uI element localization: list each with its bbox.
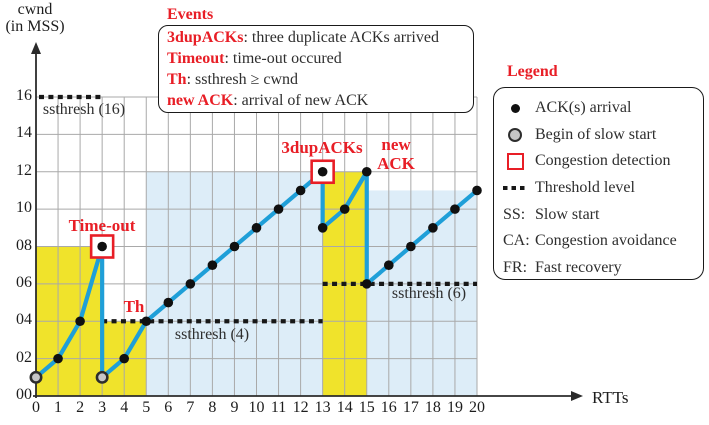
abbr-label: Slow start [535, 205, 600, 223]
ack-point [273, 204, 284, 214]
events-box-title: Events [167, 6, 214, 23]
threshold-dotted-icon [500, 185, 530, 191]
ack-point [472, 185, 482, 196]
ack-point [450, 204, 460, 214]
legend-title: Legend [507, 63, 558, 80]
legend-item-slow-start: Begin of slow start [500, 122, 703, 149]
legend-abbr-fr: FR: Fast recovery [500, 255, 703, 282]
ack-point [361, 166, 372, 177]
event-term: 3dupACKs [167, 29, 244, 46]
ack-point [229, 241, 240, 252]
event-item-new-ack: new ACK: arrival of new ACK [167, 90, 473, 111]
legend-item-label: Congestion detection [535, 152, 671, 170]
ack-point [384, 260, 394, 270]
phase-region-ca [366, 190, 477, 396]
abbr-label: Congestion avoidance [535, 232, 677, 250]
ack-point [97, 241, 107, 252]
event-term: new ACK [167, 92, 234, 109]
legend-abbr-ss: SS: Slow start [500, 201, 703, 228]
legend-item-ack-arrival: ACK(s) arrival [500, 95, 703, 122]
ack-point [163, 297, 174, 308]
legend-item-label: Threshold level [535, 179, 635, 197]
ack-point [339, 204, 350, 214]
events-box: 3dupACKs: three duplicate ACKs arrived T… [158, 25, 474, 113]
ack-point [75, 316, 85, 327]
ack-point [251, 223, 262, 233]
slow-start-point [95, 370, 109, 384]
abbr-label: Fast recovery [535, 258, 622, 276]
legend-item-label: ACK(s) arrival [535, 99, 632, 117]
legend-item-threshold-level: Threshold level [500, 175, 703, 202]
x-axis-arrow-icon [571, 391, 583, 401]
congestion-square-icon [500, 152, 530, 170]
ack-point [185, 279, 196, 289]
ack-point [207, 260, 218, 270]
event-desc: : ssthresh ≥ cwnd [186, 71, 299, 88]
ack-point [361, 279, 372, 289]
event-desc: : time-out occured [224, 50, 342, 67]
legend-box: ACK(s) arrival Begin of slow start Conge… [493, 87, 704, 280]
event-item-3dupacks: 3dupACKs: three duplicate ACKs arrived [167, 27, 473, 48]
legend-abbr-ca: CA: Congestion avoidance [500, 228, 703, 255]
abbr: FR: [503, 258, 528, 276]
ack-point [406, 241, 416, 252]
legend-item-label: Begin of slow start [535, 125, 657, 143]
ack-point [317, 223, 328, 233]
y-axis-arrow-icon [31, 42, 41, 54]
legend-item-congestion-detection: Congestion detection [500, 148, 703, 175]
ack-point [295, 185, 306, 196]
ack-point [317, 166, 328, 177]
slow-start-circle-icon [500, 127, 530, 142]
event-desc: : arrival of new ACK [233, 92, 369, 109]
ack-point [53, 353, 63, 364]
ack-point [141, 316, 152, 327]
abbr: SS: [503, 205, 526, 223]
ack-point [119, 353, 129, 364]
slow-start-point [29, 370, 43, 384]
event-term: Timeout [167, 50, 225, 67]
event-item-th: Th: ssthresh ≥ cwnd [167, 69, 473, 90]
ack-point [428, 223, 438, 233]
event-desc: : three duplicate ACKs arrived [243, 29, 439, 46]
abbr: CA: [503, 232, 530, 250]
event-item-timeout: Timeout: time-out occured [167, 48, 473, 69]
ack-dot-icon [500, 103, 530, 113]
event-term: Th [167, 71, 187, 88]
